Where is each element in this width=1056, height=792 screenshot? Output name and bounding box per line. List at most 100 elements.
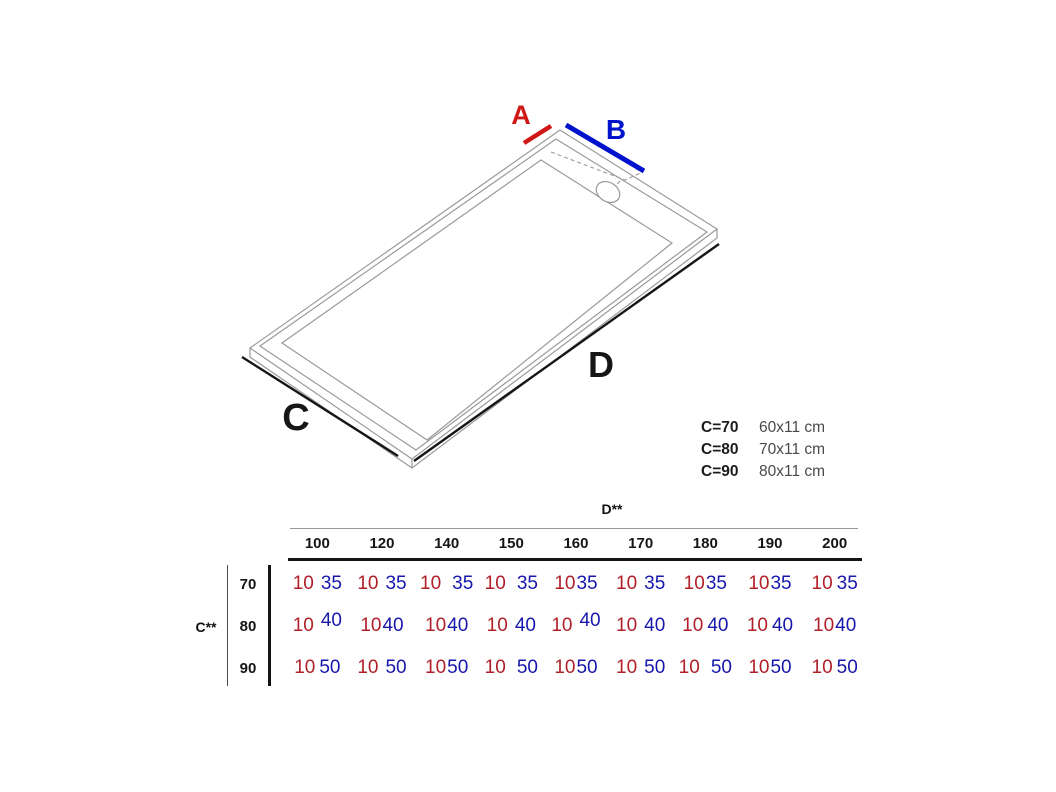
cell-value-blue: 35 (385, 573, 407, 594)
cell-value-red: 10 (682, 615, 704, 636)
drain-icon (595, 180, 621, 204)
cell-value-blue: 40 (320, 610, 342, 631)
table-cell: 10 50 (479, 647, 544, 689)
cell-value-blue: 50 (644, 657, 666, 678)
column-header: 100 (304, 535, 330, 552)
table-cell: 10 40 (350, 605, 415, 647)
cell-value-red: 10 (811, 573, 833, 594)
cell-value-red: 10 (554, 573, 576, 594)
row-header: 90 (239, 659, 257, 677)
row-labels: 70 80 90 (230, 563, 266, 689)
table-cell: 10 35 (802, 563, 867, 605)
cell-value-red: 10 (748, 657, 770, 678)
cell-value-red: 10 (425, 615, 447, 636)
cell-value-blue: 50 (576, 657, 598, 678)
cell-value-blue: 35 (516, 573, 538, 594)
table-cell: 10 35 (285, 563, 350, 605)
column-header: 200 (822, 535, 848, 552)
label-c: C (282, 397, 309, 439)
legend-row: C=80 70x11 cm (701, 439, 825, 461)
table-row: 10 50 10 50 10 50 10 50 10 50 10 50 10 50 10 50 10 50 (285, 647, 867, 689)
column-header: 190 (757, 535, 783, 552)
legend-label: C=90 (701, 463, 739, 480)
table-cell: 10 40 (479, 605, 544, 647)
legend-value: 60x11 cm (759, 419, 826, 436)
table-cell: 10 40 (414, 605, 479, 647)
cell-value-blue: 40 (771, 615, 794, 636)
cell-value-red: 10 (292, 573, 314, 594)
dimension-line-a (522, 124, 553, 145)
table-cell: 10 50 (414, 647, 479, 689)
cell-value-blue: 40 (707, 615, 729, 636)
column-header: 180 (692, 535, 718, 552)
cell-value-blue: 35 (836, 573, 858, 594)
table-cell: 10 40 (738, 605, 803, 647)
table-cell: 10 35 (350, 563, 415, 605)
cell-value-red: 10 (292, 615, 314, 636)
cell-value-red: 10 (484, 573, 506, 594)
cell-value-red: 10 (357, 657, 379, 678)
cell-value-red: 10 (357, 573, 379, 594)
table-row: 10 35 10 35 10 35 10 35 10 35 10 35 10 35 10 35 10 35 (285, 563, 867, 605)
cell-value-red: 10 (811, 657, 833, 678)
cell-value-red: 10 (746, 615, 768, 636)
cell-value-blue: 35 (705, 573, 727, 594)
table-cell: 10 50 (673, 647, 738, 689)
cell-value-blue: 35 (576, 573, 598, 594)
size-legend: C=70 60x11 cm C=80 70x11 cm C=90 80x11 cm (701, 417, 825, 483)
row-header: 70 (239, 575, 257, 593)
cell-value-red: 10 (486, 615, 508, 636)
row-header: 80 (239, 617, 257, 635)
column-headers: 100 120 140 150 160 170 180 190 200 (285, 531, 867, 556)
cell-value-blue: 35 (770, 573, 792, 594)
table-cell: 10 35 (738, 563, 803, 605)
column-header: 140 (434, 535, 460, 552)
column-header: 160 (563, 535, 589, 552)
table-cell: 10 50 (544, 647, 609, 689)
cell-value-blue: 35 (452, 573, 474, 594)
cell-value-red: 10 (554, 657, 576, 678)
cell-value-red: 10 (551, 615, 573, 636)
cell-value-blue: 35 (320, 573, 342, 594)
table-header-rule (288, 558, 862, 561)
dimension-table: 10 35 10 35 10 35 10 35 10 35 10 35 10 35 10 35 10 35 10 40… (285, 563, 867, 689)
legend-row: C=70 60x11 cm (701, 417, 825, 439)
legend-row: C=90 80x11 cm (701, 461, 825, 483)
column-header: 150 (498, 535, 524, 552)
table-cell: 10 35 (414, 563, 479, 605)
cell-value-blue: 50 (836, 657, 858, 678)
table-cell: 10 50 (350, 647, 415, 689)
table-cell: 10 40 (285, 605, 350, 647)
dimension-line-b (564, 122, 646, 174)
cell-value-blue: 40 (644, 615, 666, 636)
cell-value-blue: 50 (770, 657, 792, 678)
table-left-rule (268, 565, 271, 686)
table-cell: 10 50 (738, 647, 803, 689)
column-header: 170 (628, 535, 654, 552)
cell-value-red: 10 (683, 573, 705, 594)
row-axis-label: C** (195, 619, 217, 635)
table-cell: 10 50 (285, 647, 350, 689)
tray-outline (248, 129, 719, 469)
table-cell: 10 50 (608, 647, 673, 689)
cell-value-blue: 40 (579, 610, 601, 631)
cell-value-blue: 50 (516, 657, 538, 678)
table-cell: 10 40 (608, 605, 673, 647)
dimension-line-c (241, 355, 399, 458)
cell-value-red: 10 (484, 657, 506, 678)
cell-value-red: 10 (425, 657, 447, 678)
cell-value-red: 10 (813, 615, 835, 636)
table-cell: 10 35 (479, 563, 544, 605)
cell-value-red: 10 (748, 573, 770, 594)
dimension-line-d (413, 243, 720, 462)
table-cell: 10 40 (673, 605, 738, 647)
legend-label: C=80 (701, 441, 739, 458)
table-top-rule (290, 528, 858, 529)
legend-value: 80x11 cm (759, 463, 826, 480)
table-cell: 10 35 (608, 563, 673, 605)
table-cell: 10 40 (802, 605, 867, 647)
label-a: A (511, 100, 531, 130)
cell-value-red: 10 (616, 657, 638, 678)
cell-value-red: 10 (616, 615, 638, 636)
